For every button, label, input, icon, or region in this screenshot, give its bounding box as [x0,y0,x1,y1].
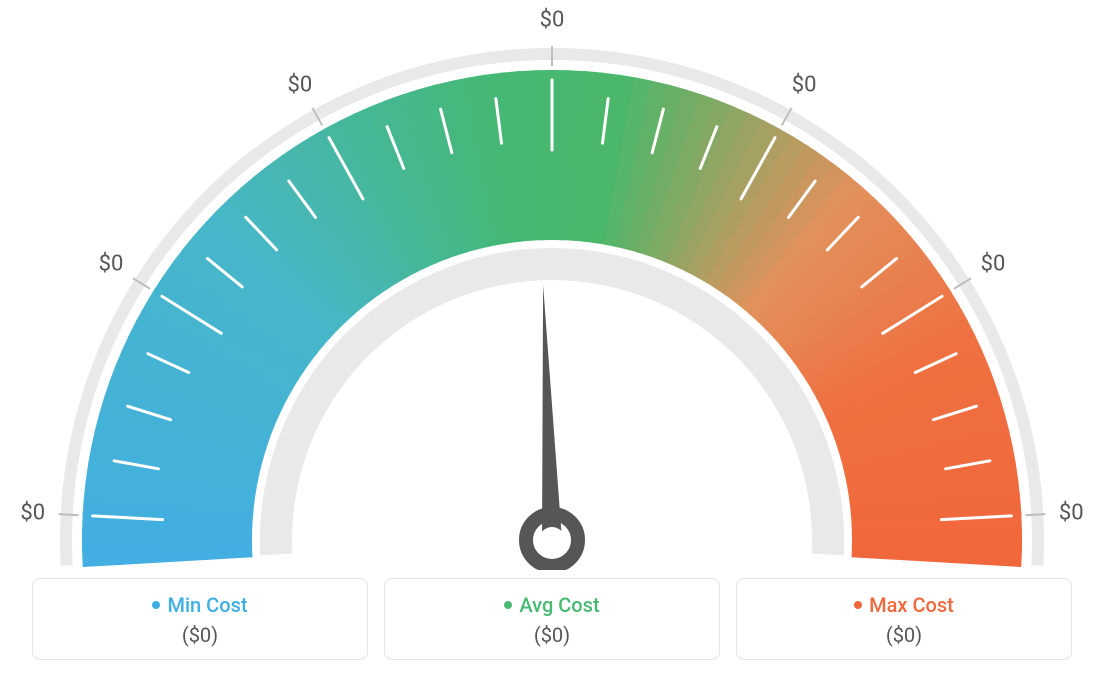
legend-label-avg: Avg Cost [519,593,599,617]
gauge-svg [22,10,1082,570]
legend-label-max: Max Cost [869,593,954,617]
legend-dot-avg [504,601,512,609]
gauge-scale-label: $0 [288,73,313,98]
legend-value-avg: ($0) [395,623,709,647]
legend-row: Min Cost ($0) Avg Cost ($0) Max Cost ($0… [32,578,1072,660]
legend-value-max: ($0) [747,623,1061,647]
legend-dot-max [854,601,862,609]
legend-value-min: ($0) [43,623,357,647]
gauge-scale-label: $0 [20,500,45,525]
gauge-scale-label: $0 [540,8,565,33]
legend-dot-min [152,601,160,609]
legend-card-max: Max Cost ($0) [736,578,1072,660]
gauge-scale-label: $0 [99,252,124,277]
gauge-scale-label: $0 [981,252,1006,277]
gauge-scale-label: $0 [792,73,817,98]
legend-card-avg: Avg Cost ($0) [384,578,720,660]
legend-card-min: Min Cost ($0) [32,578,368,660]
cost-gauge-widget: $0 $0 $0 $0 $0 $0 $0 Min Cost ($0) Avg Cost ($… [0,0,1104,690]
gauge-scale-label: $0 [1059,500,1084,525]
gauge: $0 $0 $0 $0 $0 $0 $0 [22,10,1082,570]
legend-label-min: Min Cost [167,593,247,617]
